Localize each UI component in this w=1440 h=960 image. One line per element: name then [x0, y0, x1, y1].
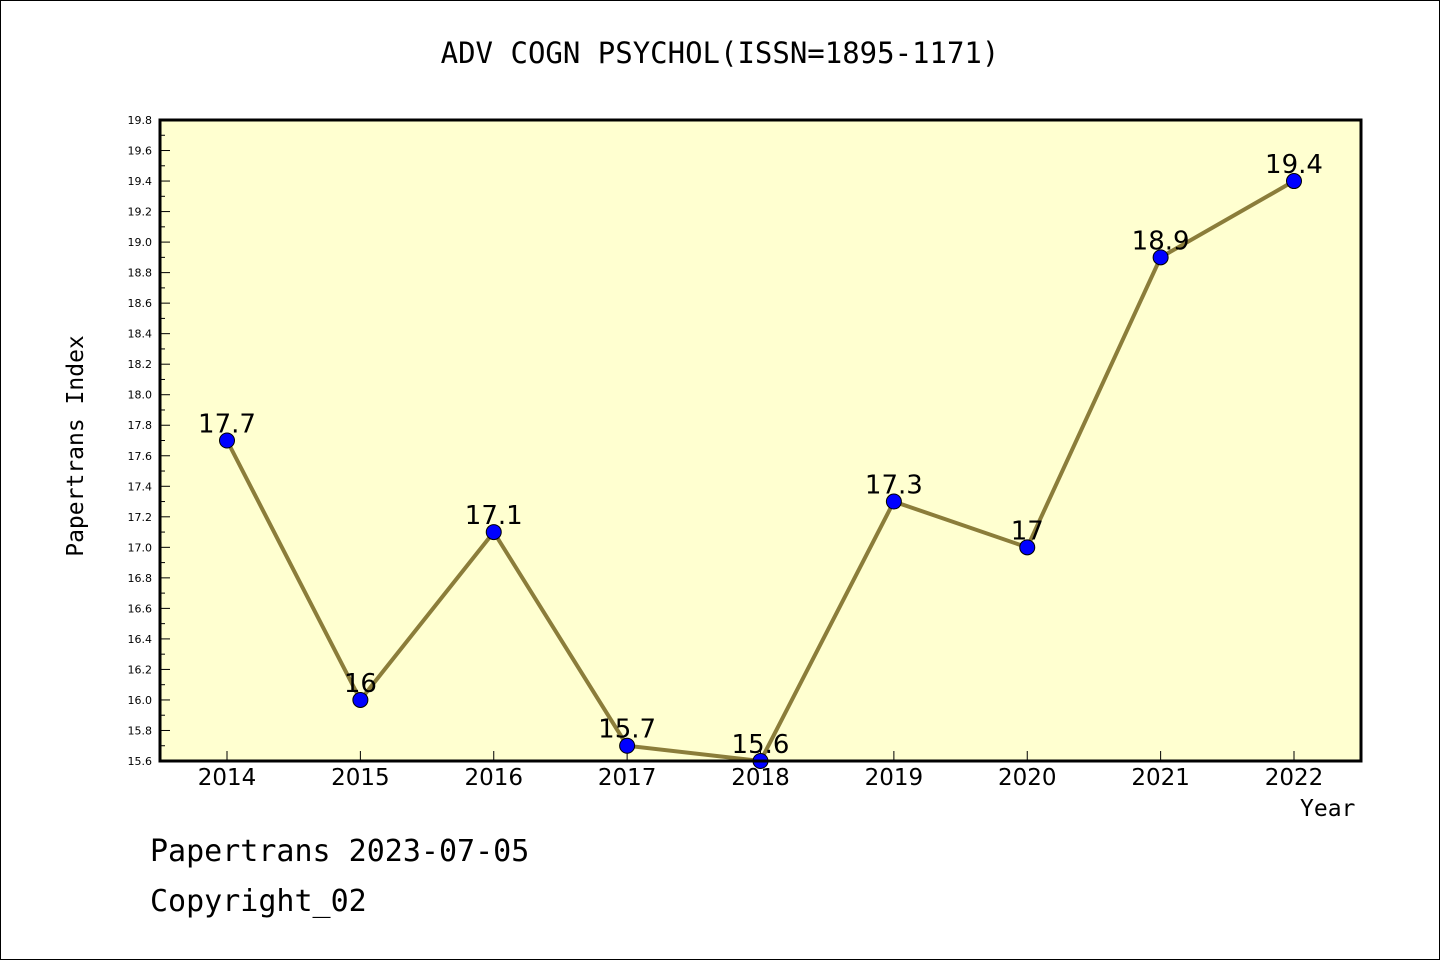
- data-point: [885, 493, 902, 510]
- x-tick-label: 2016: [464, 765, 523, 791]
- y-tick-label: 19.8: [128, 114, 153, 127]
- y-tick-label: 16.8: [128, 572, 153, 585]
- data-label: 19.4: [1265, 150, 1323, 180]
- y-tick-label: 17.8: [128, 419, 153, 432]
- y-tick-label: 19.2: [128, 206, 153, 219]
- data-label: 16: [344, 669, 377, 699]
- data-label: 17.3: [865, 471, 923, 501]
- x-tick-label: 2021: [1131, 765, 1190, 791]
- x-tick-label: 2017: [598, 765, 657, 791]
- footer-date: Papertrans 2023-07-05: [150, 834, 530, 869]
- y-tick-label: 16.0: [128, 694, 153, 707]
- y-axis: 15.6 15.8 16.0 16.2 16.4 16.6 16.8 17.0 17.2 17.4…: [128, 114, 170, 768]
- x-tick-label: 2014: [198, 765, 257, 791]
- y-tick-label: 19.6: [128, 145, 153, 158]
- y-tick-label: 19.0: [128, 236, 153, 249]
- data-point: [485, 524, 502, 541]
- y-tick-label: 15.6: [128, 755, 153, 768]
- y-tick-label: 17.4: [128, 480, 153, 493]
- y-tick-label: 16.6: [128, 602, 153, 615]
- x-tick-label: 2020: [998, 765, 1057, 791]
- data-point: [1286, 173, 1302, 190]
- y-tick-label: 18.0: [128, 389, 153, 402]
- data-labels: 17.7 16 17.1 15.7 15.6 17.3 17 18.9 19.4: [198, 150, 1323, 760]
- y-tick-label: 15.8: [128, 724, 153, 737]
- data-label: 17.7: [198, 410, 256, 440]
- x-axis: 2014 2015 2016 2017 2018 2019 2020 2021 2022: [198, 751, 1324, 791]
- x-tick-label: 2019: [865, 765, 924, 791]
- data-point: [219, 432, 235, 449]
- footer-copyright: Copyright_02: [150, 884, 367, 919]
- x-tick-label: 2015: [331, 765, 390, 791]
- x-axis-label: Year: [1300, 796, 1356, 822]
- y-tick-label: 18.4: [128, 328, 153, 341]
- data-label: 17.1: [465, 501, 523, 531]
- y-tick-label: 17.0: [128, 541, 153, 554]
- data-point: [1152, 249, 1169, 266]
- data-point: [619, 737, 636, 754]
- chart-title: ADV COGN PSYCHOL(ISSN=1895-1171): [440, 36, 1000, 70]
- data-label: 15.7: [598, 715, 656, 745]
- y-tick-label: 16.2: [128, 663, 153, 676]
- data-label: 15.6: [732, 730, 790, 760]
- y-tick-label: 18.2: [128, 358, 153, 371]
- data-point: [352, 691, 369, 708]
- y-tick-label: 19.4: [128, 175, 153, 188]
- x-tick-label: 2018: [731, 765, 790, 791]
- y-tick-label: 18.6: [128, 297, 153, 310]
- y-tick-label: 16.4: [128, 633, 153, 646]
- data-label: 18.9: [1132, 226, 1190, 256]
- y-tick-label: 17.6: [128, 450, 153, 463]
- y-tick-label: 18.8: [128, 267, 153, 280]
- x-tick-label: 2022: [1265, 765, 1324, 791]
- data-point: [1019, 539, 1036, 556]
- y-tick-label: 17.2: [128, 511, 153, 524]
- plot-border: [158, 118, 1363, 763]
- data-label: 17: [1011, 516, 1044, 546]
- plot-area: [160, 120, 1361, 761]
